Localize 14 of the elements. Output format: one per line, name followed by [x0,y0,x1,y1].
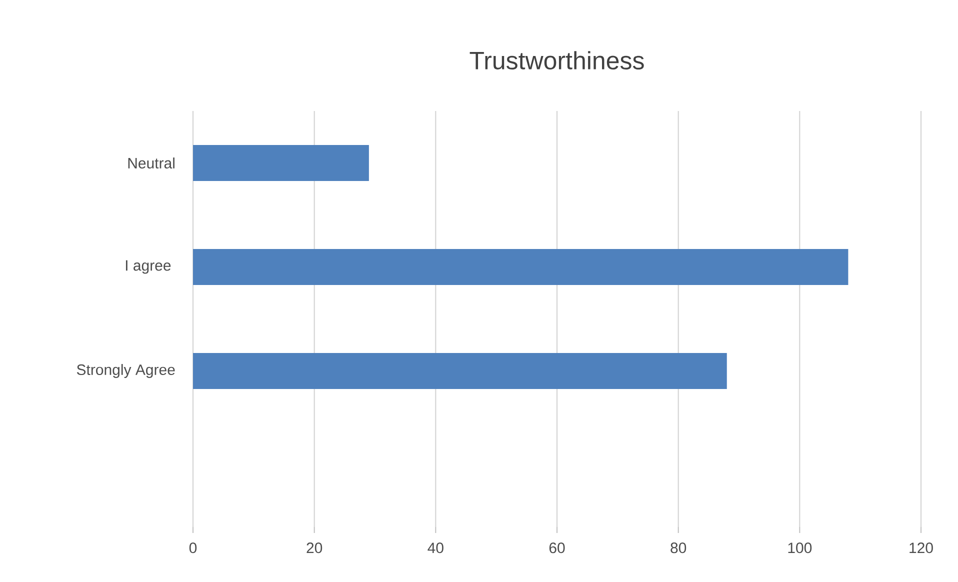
chart-title: Trustworthiness [470,51,644,70]
bar [193,145,369,182]
x-tick-label: 120 [910,542,933,554]
x-tick-label: 80 [670,542,686,554]
bar [193,353,727,390]
x-tick-label: 60 [549,542,565,554]
x-tick-label: 20 [306,542,322,554]
x-tick-label: 0 [189,542,197,554]
y-tick-label: Neutral [128,157,174,169]
x-tick-label: 40 [428,542,444,554]
bar [193,249,848,286]
x-tick-label: 100 [788,542,812,554]
y-tick-label: Strongly Agree [76,364,175,378]
y-tick-label: I agree [126,260,171,274]
